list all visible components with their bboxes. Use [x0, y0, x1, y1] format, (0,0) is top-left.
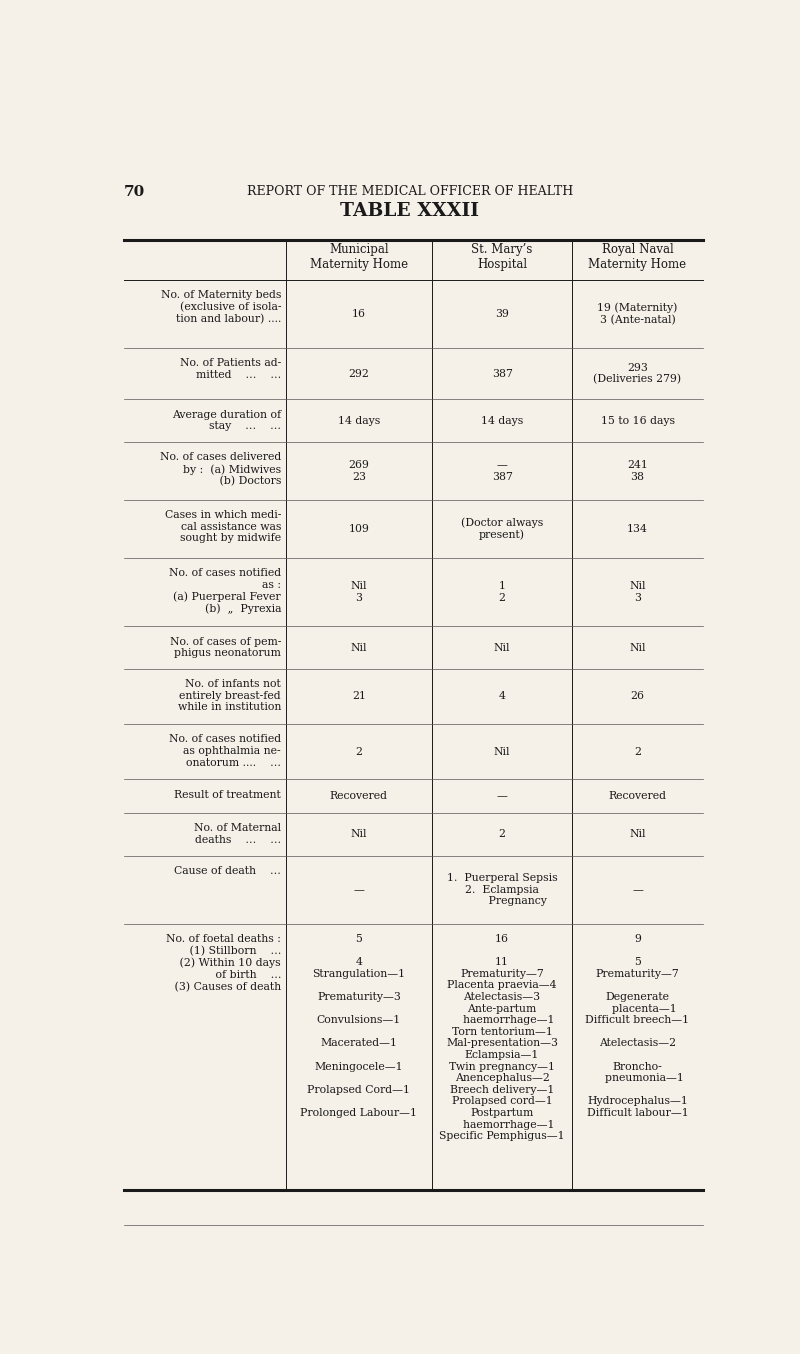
Text: 39: 39 — [495, 309, 509, 320]
Text: Municipal
Maternity Home: Municipal Maternity Home — [310, 242, 408, 271]
Text: —: — — [497, 791, 507, 800]
Text: Nil
3: Nil 3 — [350, 581, 367, 603]
Text: 292: 292 — [349, 368, 370, 379]
Text: 1
2: 1 2 — [498, 581, 506, 603]
Text: 19 (Maternity)
3 (Ante-natal): 19 (Maternity) 3 (Ante-natal) — [598, 303, 678, 325]
Text: —: — — [632, 884, 643, 895]
Text: Average duration of
stay    …    …: Average duration of stay … … — [172, 409, 281, 431]
Text: Nil: Nil — [350, 643, 367, 653]
Text: 14 days: 14 days — [338, 416, 380, 425]
Text: 269
23: 269 23 — [349, 460, 370, 482]
Text: 16: 16 — [352, 309, 366, 320]
Text: 5

4
Strangulation—1

Prematurity—3

Convulsions—1

Macerated—1

Meningocele—1

: 5 4 Strangulation—1 Prematurity—3 Convul… — [300, 934, 418, 1118]
Text: Nil: Nil — [350, 829, 367, 839]
Text: No. of cases notified
as :
(a) Puerperal Fever
(b)  „  Pyrexia: No. of cases notified as : (a) Puerperal… — [169, 569, 281, 615]
Text: 70: 70 — [123, 185, 145, 199]
Text: No. of Maternal
deaths    …    …: No. of Maternal deaths … … — [194, 823, 281, 845]
Text: No. of Maternity beds
(exclusive of isola-
tion and labour) ....: No. of Maternity beds (exclusive of isol… — [161, 290, 281, 324]
Text: Nil: Nil — [494, 746, 510, 757]
Text: 4: 4 — [498, 692, 506, 701]
Text: 15 to 16 days: 15 to 16 days — [601, 416, 674, 425]
Text: —
387: — 387 — [492, 460, 513, 482]
Text: 14 days: 14 days — [481, 416, 523, 425]
Text: No. of foetal deaths :
   (1) Stillborn    …
   (2) Within 10 days
       of bir: No. of foetal deaths : (1) Stillborn … (… — [164, 934, 281, 992]
Text: 16

11
Prematurity—7
Placenta praevia—4
Atelectasis—3
Ante-partum
    haemorrhag: 16 11 Prematurity—7 Placenta praevia—4 A… — [439, 934, 565, 1141]
Text: 293
(Deliveries 279): 293 (Deliveries 279) — [594, 363, 682, 385]
Text: Nil: Nil — [494, 643, 510, 653]
Text: 387: 387 — [492, 368, 513, 379]
Text: No. of cases of pem-
phigus neonatorum: No. of cases of pem- phigus neonatorum — [170, 636, 281, 658]
Text: 26: 26 — [630, 692, 645, 701]
Text: Cases in which medi-
cal assistance was
sought by midwife: Cases in which medi- cal assistance was … — [165, 510, 281, 543]
Text: Recovered: Recovered — [330, 791, 388, 800]
Text: Nil
3: Nil 3 — [630, 581, 646, 603]
Text: Result of treatment: Result of treatment — [174, 789, 281, 800]
Text: No. of cases notified
as ophthalmia ne-
onatorum ....    …: No. of cases notified as ophthalmia ne- … — [169, 734, 281, 768]
Text: Nil: Nil — [630, 643, 646, 653]
Text: 9

5
Prematurity—7

Degenerate
    placenta—1
Difficult breech—1

Atelectasis—2
: 9 5 Prematurity—7 Degenerate placenta—1 … — [586, 934, 690, 1118]
Text: (Doctor always
present): (Doctor always present) — [461, 517, 543, 540]
Text: No. of cases delivered
by :  (a) Midwives
       (b) Doctors: No. of cases delivered by : (a) Midwives… — [160, 452, 281, 486]
Text: No. of infants not
entirely breast-fed
while in institution: No. of infants not entirely breast-fed w… — [178, 680, 281, 712]
Text: 2: 2 — [355, 746, 362, 757]
Text: 241
38: 241 38 — [627, 460, 648, 482]
Text: 2: 2 — [498, 829, 506, 839]
Text: 21: 21 — [352, 692, 366, 701]
Text: REPORT OF THE MEDICAL OFFICER OF HEALTH: REPORT OF THE MEDICAL OFFICER OF HEALTH — [247, 185, 573, 199]
Text: 1.  Puerperal Sepsis
2.  Eclampsia
         Pregnancy: 1. Puerperal Sepsis 2. Eclampsia Pregnan… — [446, 873, 558, 906]
Text: No. of Patients ad-
mitted    …    …: No. of Patients ad- mitted … … — [180, 359, 281, 380]
Text: Nil: Nil — [630, 829, 646, 839]
Text: 2: 2 — [634, 746, 641, 757]
Text: Cause of death    …: Cause of death … — [174, 867, 281, 876]
Text: —: — — [354, 884, 364, 895]
Text: TABLE XXXII: TABLE XXXII — [341, 202, 479, 221]
Text: 134: 134 — [627, 524, 648, 533]
Text: St. Mary’s
Hospital: St. Mary’s Hospital — [471, 242, 533, 271]
Text: Recovered: Recovered — [609, 791, 666, 800]
Text: Royal Naval
Maternity Home: Royal Naval Maternity Home — [589, 242, 686, 271]
Text: 109: 109 — [349, 524, 370, 533]
